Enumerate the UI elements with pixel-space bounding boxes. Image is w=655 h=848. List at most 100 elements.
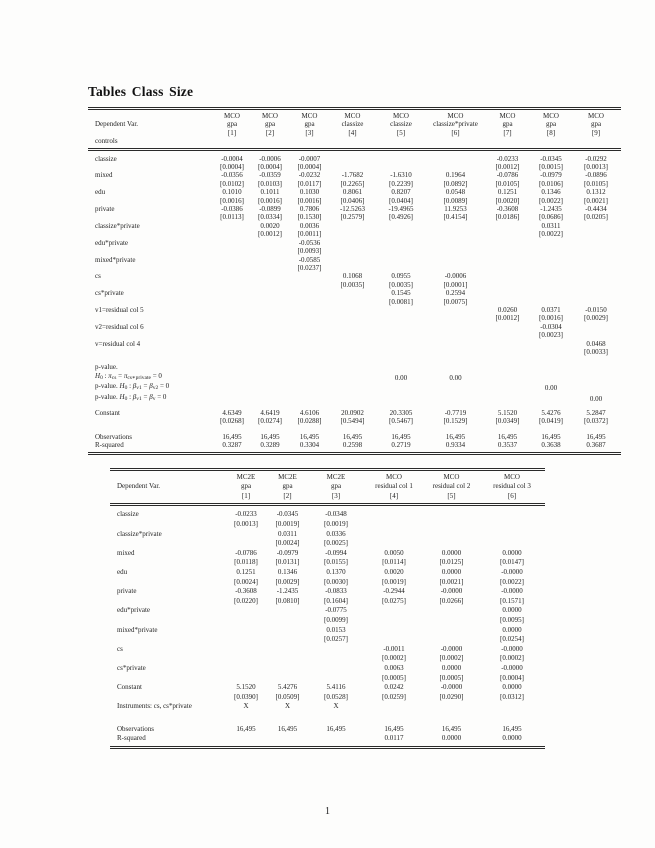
column-depvar: gpa: [240, 482, 252, 491]
pvalue-cell: [251, 382, 289, 392]
estimate-cell: 0.0050: [384, 548, 404, 557]
estimate-cell: -0.0304: [540, 322, 562, 331]
se-cell: [0.0035]: [340, 280, 365, 289]
math-part: v2: [152, 385, 159, 392]
se-cell: [0.0004]: [500, 673, 524, 682]
observations-cell: 16,495: [441, 724, 462, 733]
math-part: :: [127, 382, 133, 391]
row-label: cs: [117, 644, 123, 653]
math-part: v1: [136, 385, 142, 392]
estimate-cell: [424, 606, 479, 616]
estimate-cell: -0.7719: [444, 409, 467, 417]
se-cell: [0.0390]: [234, 692, 258, 701]
se-cell: [0.0288]: [297, 417, 322, 426]
se-cell: [484, 264, 531, 272]
se-cell: [0.0016]: [220, 196, 244, 205]
column-method: MC2E: [225, 467, 267, 483]
page-number: 1: [325, 806, 330, 817]
estimate-cell: -0.0786: [496, 171, 519, 180]
row-label-spacer: [110, 520, 225, 530]
se-cell: [427, 163, 484, 171]
row-label-spacer: [88, 163, 213, 171]
estimate-cell: [479, 530, 545, 540]
math-part: = 0: [155, 392, 167, 401]
estimate-cell: 0.2594: [445, 289, 466, 298]
se-cell: [213, 230, 251, 238]
estimate-cell: [330, 289, 375, 297]
observations-cell: 16,495: [391, 432, 411, 441]
estimate-cell: -0.0007: [298, 154, 321, 163]
se-cell: [484, 298, 531, 306]
se-cell: [0.0019]: [382, 577, 406, 586]
se-cell: [484, 348, 531, 356]
estimate-cell: -0.0000: [501, 663, 523, 672]
column-depvar: classize: [390, 120, 412, 129]
se-cell: [330, 331, 375, 339]
estimate-cell: [330, 222, 375, 230]
se-cell: [0.0312]: [500, 692, 524, 701]
observations-cell: 16,495: [384, 724, 404, 733]
se-cell: [0.0404]: [389, 196, 413, 205]
se-cell: [0.0155]: [324, 558, 348, 567]
pvalue-cell: [251, 356, 289, 371]
se-cell: [0.0024]: [234, 577, 258, 586]
se-cell: [0.0001]: [443, 280, 468, 289]
page-title: Tables Class Size: [88, 84, 194, 99]
se-cell: [267, 616, 308, 626]
r-squared-cell: 0.3537: [484, 441, 531, 455]
se-cell: [0.0012]: [495, 314, 520, 323]
estimate-cell: 0.0000: [441, 567, 462, 576]
se-cell: [571, 331, 621, 339]
estimate-cell: -1.2435: [276, 587, 299, 596]
se-cell: [251, 247, 289, 255]
header-spacer: [427, 137, 484, 151]
column-method: MC2E: [267, 467, 308, 483]
column-method: MCO: [531, 107, 571, 121]
se-cell: [0.0290]: [439, 692, 464, 701]
se-cell: [0.0259]: [382, 692, 406, 701]
estimate-cell: [427, 239, 484, 247]
estimate-cell: 0.1011: [260, 188, 280, 197]
pvalue-cell: [330, 393, 375, 403]
estimate-cell: 0.1346: [277, 567, 298, 576]
row-label-spacer: [88, 331, 213, 339]
se-cell: [330, 230, 375, 238]
estimate-cell: -0.0000: [501, 567, 523, 576]
pvalue-label: p-value. H0 : βv1 = βv = 0: [88, 393, 213, 403]
pvalue-label: p-value. H0 : βv1 = βv2 = 0: [88, 382, 213, 392]
pvalue-cell: [330, 382, 375, 392]
estimate-cell: [289, 289, 330, 297]
estimate-cell: 0.0336: [326, 529, 346, 538]
se-cell: [330, 314, 375, 322]
se-cell: [0.0528]: [324, 692, 348, 701]
estimate-cell: [289, 323, 330, 331]
estimate-cell: [531, 340, 571, 348]
estimate-cell: 0.1370: [326, 567, 346, 576]
pvalue-cell: [289, 372, 330, 382]
se-cell: [251, 264, 289, 272]
estimate-cell: [427, 323, 484, 331]
estimate-cell: 0.8207: [391, 188, 411, 197]
pvalue-cell: [571, 356, 621, 371]
se-cell: [0.4926]: [389, 213, 413, 222]
estimate-cell: -0.0233: [235, 510, 257, 519]
se-cell: [0.0025]: [324, 539, 348, 548]
estimate-cell: [364, 606, 424, 616]
estimate-cell: [251, 289, 289, 297]
estimate-cell: [364, 505, 424, 520]
row-label: classize: [117, 510, 139, 519]
se-cell: [289, 331, 330, 339]
estimate-cell: 20.0902: [341, 409, 364, 417]
se-cell: [0.0257]: [324, 635, 348, 644]
estimate-cell: -0.0000: [440, 644, 463, 653]
header-spacer: [289, 137, 330, 151]
estimate-cell: 0.1346: [541, 188, 561, 197]
r-squared-cell: [267, 734, 308, 750]
se-cell: [0.0274]: [258, 417, 282, 426]
se-cell: [479, 520, 545, 530]
se-cell: [0.1571]: [500, 596, 524, 605]
se-cell: [0.0406]: [340, 196, 365, 205]
estimate-cell: 5.1520: [236, 683, 256, 692]
math-part: cs∗private: [127, 374, 151, 381]
